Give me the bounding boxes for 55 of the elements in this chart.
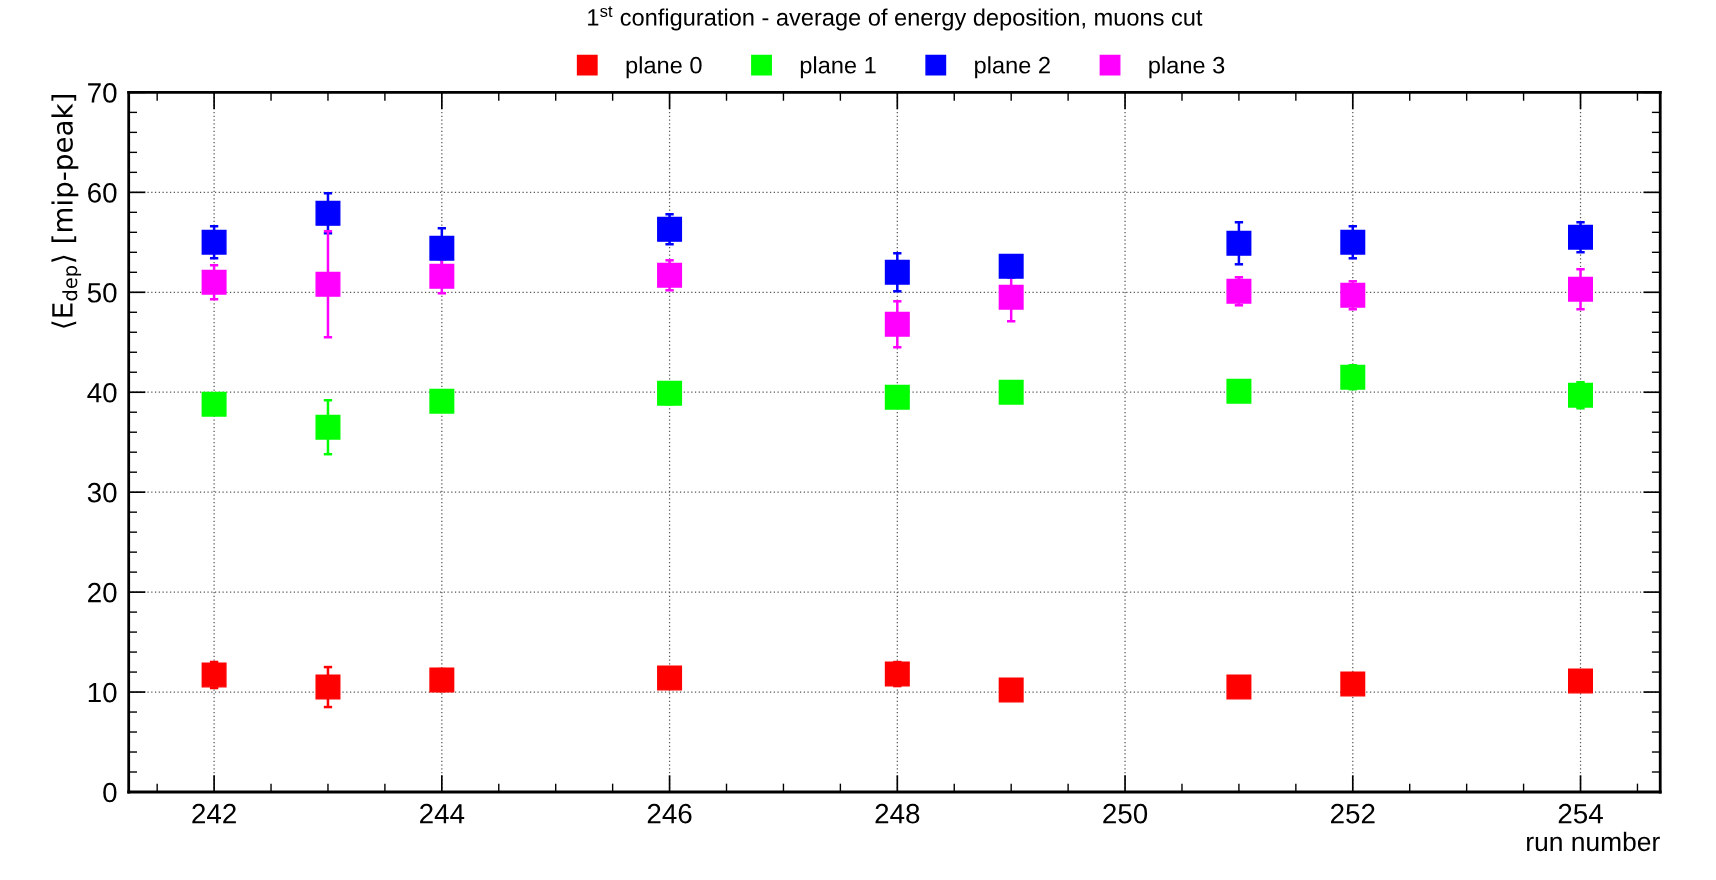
point: [315, 674, 341, 700]
legend-label: plane 1: [800, 56, 876, 79]
point: [1226, 230, 1252, 256]
legend-label: plane 3: [1149, 56, 1225, 79]
x-axis-title: run number: [1527, 831, 1660, 852]
point: [884, 311, 910, 337]
point: [429, 235, 455, 261]
point: [1340, 229, 1366, 255]
x-tick-label: 244: [420, 803, 465, 824]
point: [1568, 382, 1594, 408]
legend-label: plane 0: [626, 56, 702, 79]
point: [315, 271, 341, 297]
y-axis-title: ⟨E$_{dep}$⟩ [mip-peak]: [51, 94, 82, 328]
point: [657, 665, 683, 691]
y-tick-label: 70: [88, 83, 117, 103]
x-tick-label: 246: [647, 803, 692, 824]
point: [998, 253, 1024, 279]
chart-title: 1$^{st}$ configuration - average of energy deposition, muons cut: [588, 6, 1203, 31]
point: [201, 229, 227, 255]
point: [1340, 282, 1366, 308]
point: [429, 263, 455, 289]
point: [1226, 378, 1252, 404]
point: [201, 269, 227, 295]
point: [657, 262, 683, 288]
point: [884, 259, 910, 285]
y-tick-label: 60: [88, 183, 117, 203]
y-tick-label: 10: [88, 682, 117, 703]
y-tick-label: 20: [88, 582, 117, 603]
y-tick-label: 0: [103, 782, 117, 803]
point: [1568, 224, 1594, 250]
x-tick-label: 248: [875, 803, 920, 824]
y-tick-label: 30: [87, 482, 117, 503]
x-tick-label: 250: [1103, 803, 1148, 824]
y-tick-label: 50: [87, 282, 117, 303]
point: [1568, 668, 1594, 694]
point: [998, 379, 1024, 405]
y-tick-label: 40: [87, 382, 117, 403]
point: [657, 216, 683, 242]
x-tick-label: 252: [1331, 803, 1375, 824]
point: [884, 384, 910, 410]
point: [1340, 671, 1366, 697]
point: [201, 662, 227, 688]
x-tick-label: 242: [192, 803, 236, 824]
point: [998, 677, 1024, 703]
point: [657, 380, 683, 406]
x-tick-label: 254: [1558, 803, 1603, 824]
point: [1568, 276, 1594, 302]
point: [1226, 674, 1252, 700]
point: [315, 414, 341, 440]
point: [998, 284, 1024, 310]
point: [1226, 278, 1252, 304]
point: [315, 200, 341, 226]
point: [429, 388, 455, 414]
point: [201, 391, 227, 417]
legend-label: plane 2: [975, 56, 1050, 79]
